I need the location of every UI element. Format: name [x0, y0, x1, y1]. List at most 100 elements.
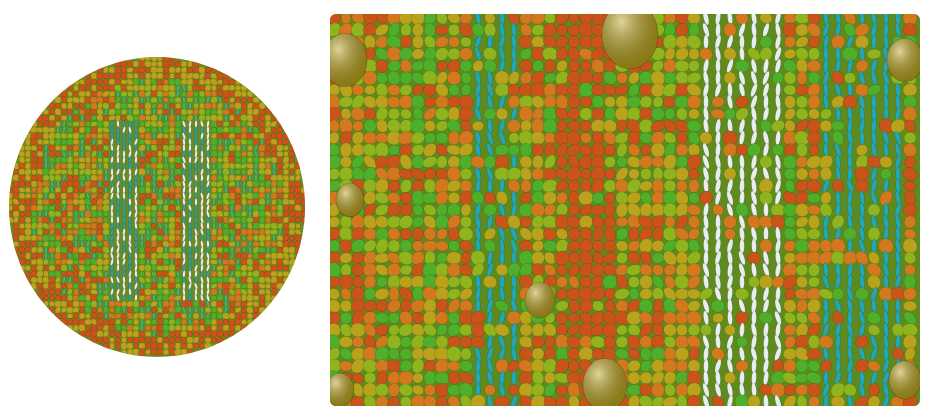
glyph [583, 359, 627, 412]
glyph [301, 211, 308, 218]
glyph [231, 234, 234, 241]
glyph [25, 240, 30, 248]
glyph [521, 180, 532, 193]
glyph [602, 1, 658, 68]
glyph [389, 287, 399, 302]
glyph [689, 179, 700, 192]
glyph [488, 179, 493, 193]
glyph [605, 168, 616, 180]
glyph [784, 168, 796, 179]
glyph [108, 319, 116, 324]
glyph [276, 151, 283, 157]
glyph [889, 361, 921, 399]
glyph [605, 203, 616, 217]
glyph [375, 384, 389, 397]
glyph [748, 252, 761, 264]
glyph [177, 288, 180, 295]
glyph [271, 144, 277, 151]
glyph [903, 203, 916, 217]
glyph [91, 169, 97, 175]
glyph [151, 319, 157, 325]
glyph [51, 252, 54, 259]
glyph [73, 168, 78, 176]
glyph [740, 275, 745, 289]
glyph [339, 336, 353, 347]
glyph [121, 313, 127, 319]
glyph [525, 282, 555, 318]
glyph [139, 186, 146, 194]
glyph [520, 143, 532, 157]
glyph [259, 121, 265, 128]
glyph [150, 97, 158, 104]
glyph [43, 259, 49, 265]
glyph [543, 118, 558, 133]
glyph [724, 72, 736, 85]
glyph [162, 61, 170, 67]
glyph [61, 187, 67, 194]
glyph [544, 372, 556, 384]
glyph-visualization [0, 0, 925, 416]
glyph [127, 337, 134, 343]
glyph [61, 169, 67, 174]
glyph [145, 102, 152, 109]
glyph [138, 163, 145, 168]
glyph [323, 34, 367, 87]
glyph [751, 239, 756, 254]
glyph [25, 187, 31, 193]
glyph [806, 348, 821, 359]
glyph [147, 306, 149, 313]
glyph [229, 241, 236, 247]
glyph [241, 283, 248, 289]
glyph [91, 157, 97, 163]
glyph [67, 211, 74, 217]
glyph [33, 228, 36, 235]
glyph [210, 193, 217, 200]
glyph [500, 251, 505, 265]
glyph [271, 157, 277, 163]
glyph [103, 295, 110, 301]
glyph [145, 343, 151, 349]
glyph [91, 84, 97, 91]
glyph [55, 205, 61, 211]
glyph [229, 174, 235, 181]
glyph [49, 138, 55, 145]
glyph [73, 139, 80, 145]
glyph [31, 151, 38, 157]
glyph [163, 79, 169, 84]
glyph [211, 319, 217, 325]
glyph [60, 157, 68, 163]
glyph [109, 73, 115, 80]
glyph [60, 253, 67, 259]
glyph [460, 191, 473, 205]
glyph [235, 85, 242, 91]
glyph [276, 121, 284, 127]
glyph [265, 151, 272, 158]
glyph [652, 253, 665, 264]
glyph [145, 210, 151, 217]
glyph [81, 114, 84, 121]
glyph [283, 204, 288, 211]
glyph [97, 121, 103, 127]
glyph [24, 228, 32, 236]
glyph [168, 90, 176, 97]
glyph [688, 109, 699, 120]
glyph [163, 169, 170, 175]
glyph [43, 139, 50, 144]
glyph [235, 247, 241, 253]
glyph [163, 187, 170, 194]
glyph [211, 312, 217, 319]
glyph [616, 96, 629, 109]
glyph [211, 174, 218, 182]
glyph [289, 175, 295, 181]
glyph [61, 115, 68, 120]
glyph [350, 323, 366, 337]
glyph [127, 61, 133, 67]
glyph [217, 199, 223, 205]
glyph [25, 259, 30, 265]
glyph [169, 61, 175, 67]
glyph [640, 275, 653, 289]
glyph [253, 295, 259, 300]
glyph [157, 79, 164, 85]
glyph [448, 131, 460, 145]
glyph [85, 79, 91, 85]
